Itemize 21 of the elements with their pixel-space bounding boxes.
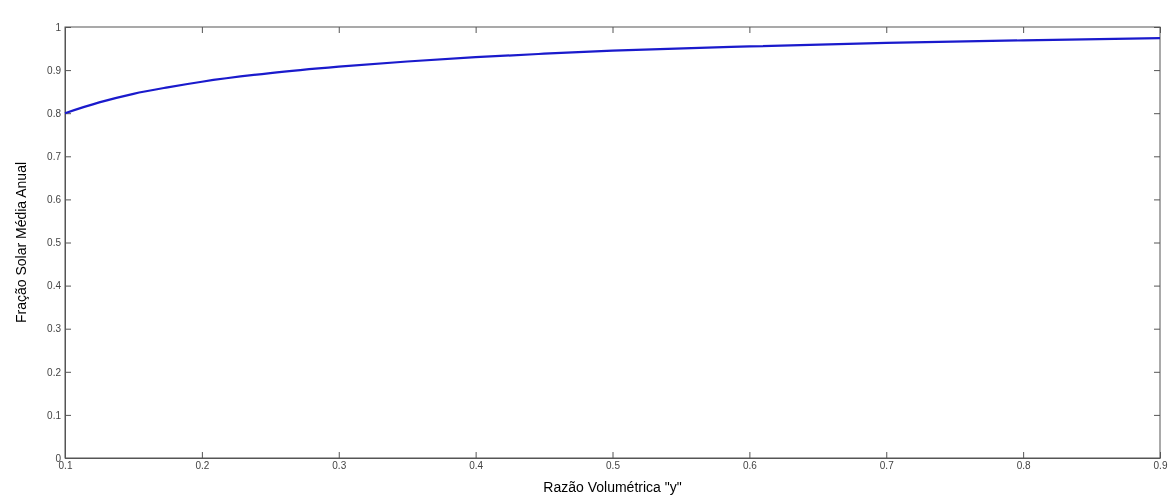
y-tick-label: 0.9 (47, 64, 62, 76)
y-tick-label: 0.6 (47, 194, 62, 206)
line-series (63, 37, 1162, 115)
y-tick-label: 1 (55, 21, 62, 33)
y-tick-label: 0.3 (47, 323, 62, 335)
x-tick-label: 0.9 (1153, 460, 1168, 472)
x-tick-label: 0.8 (1016, 460, 1032, 472)
x-tick-label: 0.3 (332, 460, 347, 472)
y-tick-label: 0.2 (47, 366, 62, 378)
y-axis-title: Fração Solar Média Anual (13, 161, 29, 324)
y-tick-label: 0.8 (47, 107, 62, 119)
y-tick-label: 0.5 (47, 237, 62, 249)
y-tick-label: 0.1 (47, 409, 62, 421)
x-tick-label: 0.4 (469, 460, 484, 472)
x-axis-title: Razão Volumétrica "y" (543, 479, 682, 495)
x-tick-label: 0.7 (879, 460, 895, 472)
y-tick-label: 0.7 (47, 151, 62, 162)
x-tick-label: 0.5 (606, 460, 621, 472)
x-tick-label: 0.6 (742, 460, 758, 472)
x-tick-label: 0.2 (195, 460, 210, 472)
y-tick-label: 0.4 (47, 280, 62, 292)
